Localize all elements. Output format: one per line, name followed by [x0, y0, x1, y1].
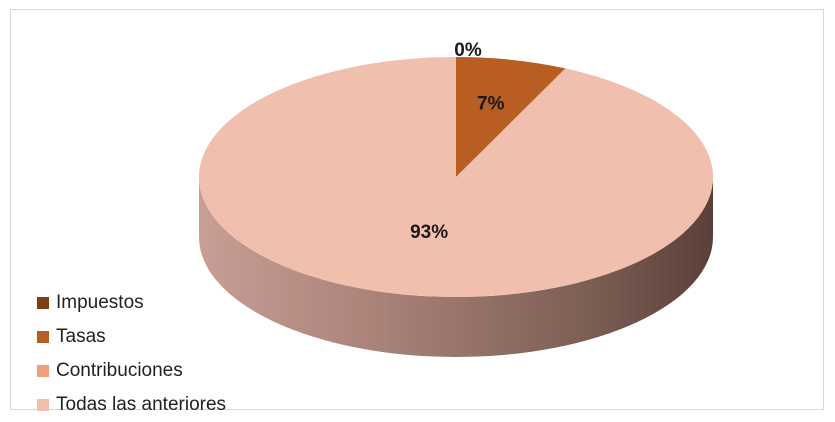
legend-swatch — [37, 297, 49, 309]
pie-chart: 0% 7% 93% — [199, 40, 713, 357]
data-label-tasas: 7% — [477, 93, 505, 114]
data-labels: 0% 7% 93% — [410, 40, 505, 243]
legend-label: Tasas — [56, 326, 106, 347]
legend-label: Impuestos — [56, 292, 144, 313]
data-label-todas-las-anteriores: 93% — [410, 222, 448, 243]
legend-item-tasas: Tasas — [37, 320, 226, 354]
pie-side-wall-shape — [199, 177, 713, 357]
legend-swatch — [37, 331, 49, 343]
legend: Impuestos Tasas Contribuciones Todas las an… — [37, 286, 226, 422]
legend-label: Contribuciones — [56, 360, 183, 381]
legend-item-todas-las-anteriores: Todas las anteriores — [37, 388, 226, 422]
legend-item-contribuciones: Contribuciones — [37, 354, 226, 388]
chart-area: 0% 7% 93% Impuestos Tasas Contribuciones Toda… — [10, 9, 824, 415]
legend-item-impuestos: Impuestos — [37, 286, 226, 320]
legend-label: Todas las anteriores — [56, 394, 227, 415]
legend-swatch — [37, 365, 49, 377]
pie-slice-tasas — [456, 57, 566, 177]
pie-top — [199, 57, 713, 298]
pie-side-wall — [199, 177, 713, 357]
data-label-impuestos: 0% — [454, 40, 482, 61]
legend-swatch — [37, 399, 49, 411]
pie-slice-todas-las-anteriores — [199, 57, 713, 298]
